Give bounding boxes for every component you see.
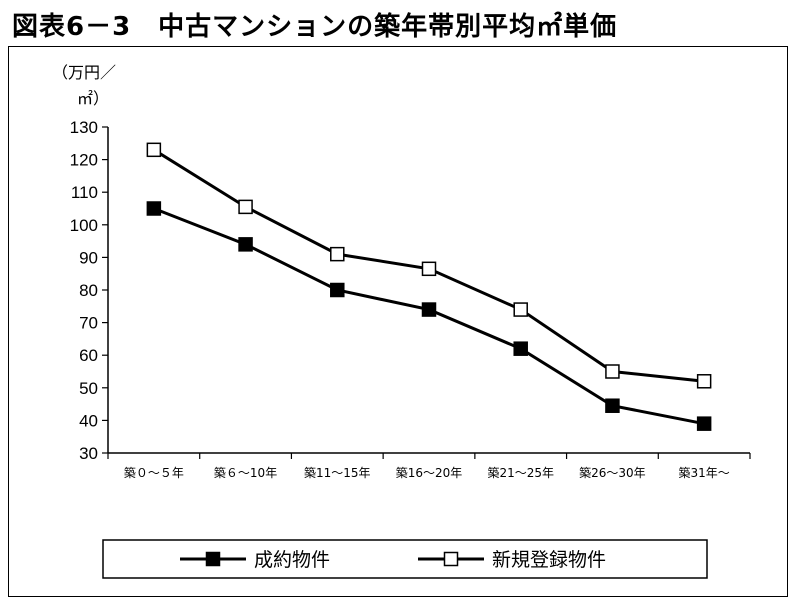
- open-point-marker: [238, 199, 253, 215]
- filled-point-marker: [696, 416, 712, 431]
- filled-point-marker: [605, 398, 620, 413]
- y-tick-label: 40: [79, 411, 98, 430]
- y-tick-label: 70: [79, 314, 98, 333]
- y-tick-label: 60: [79, 346, 98, 365]
- legend-label-1: 成約物件: [254, 549, 330, 571]
- y-tick-label: 130: [70, 118, 98, 137]
- filled-point-marker: [238, 237, 253, 252]
- chart-frame: [8, 46, 788, 597]
- x-tick-label: 築31年～: [679, 465, 730, 480]
- legend-marker-2: [443, 551, 459, 567]
- legend: 成約物件 新規登録物件: [102, 539, 708, 579]
- y-tick-label: 90: [79, 248, 98, 267]
- x-tick-label: 築０～５年: [124, 465, 184, 480]
- x-tick-label: 築11～15年: [304, 465, 371, 480]
- legend-marker-1: [205, 551, 221, 567]
- y-axis-unit-line2: ㎡）: [77, 89, 109, 108]
- x-tick-label: 築６～10年: [214, 465, 277, 480]
- filled-point-marker: [146, 201, 162, 216]
- open-point-marker: [330, 246, 345, 262]
- open-point-marker: [421, 261, 437, 277]
- open-point-marker: [605, 364, 620, 379]
- legend-box: [102, 539, 708, 579]
- y-tick-label: 110: [71, 183, 98, 202]
- axes: 130 120 110 100 90 80 70 60 50 40 30 築０～５年 築６～10年 築11…: [70, 118, 751, 480]
- y-tick-label: 30: [79, 444, 98, 463]
- x-tick-label: 築26～30年: [579, 465, 646, 480]
- filled-point-marker: [513, 341, 528, 356]
- legend-label-2: 新規登録物件: [492, 549, 606, 571]
- open-point-marker: [696, 374, 712, 389]
- y-tick-label: 120: [70, 151, 98, 170]
- x-tick-label: 築16～20年: [396, 465, 463, 480]
- x-tick-label: 築21～25年: [487, 465, 554, 480]
- y-tick-label: 50: [79, 379, 98, 398]
- series-layer: [146, 142, 712, 431]
- open-point-marker: [146, 142, 162, 158]
- filled-point-marker: [330, 282, 345, 298]
- open-point-marker: [513, 302, 528, 317]
- y-axis-unit-line1: （万円／: [52, 63, 116, 82]
- filled-point-marker: [421, 302, 437, 317]
- chart-title: 図表6－3 中古マンションの築年帯別平均㎡単価: [12, 12, 618, 42]
- y-tick-label: 80: [79, 281, 98, 300]
- y-tick-label: 100: [70, 216, 98, 235]
